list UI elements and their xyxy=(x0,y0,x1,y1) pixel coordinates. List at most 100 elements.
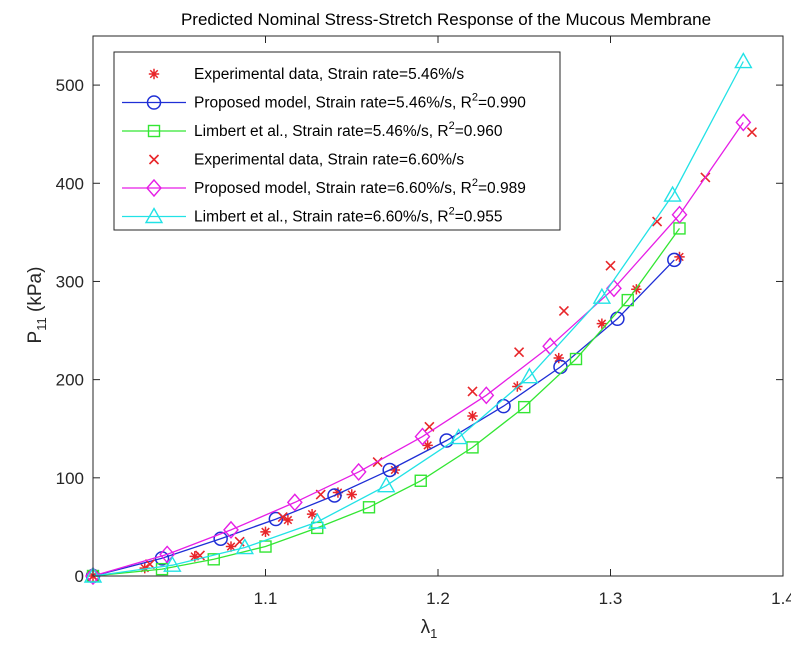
legend-entry-3: Limbert et al., Strain rate=5.46%/s, R2=… xyxy=(122,120,503,140)
series-5 xyxy=(85,113,752,586)
series-5-point xyxy=(223,520,239,539)
series-3-point xyxy=(414,474,427,487)
series-3-line xyxy=(92,228,681,577)
series-1-point xyxy=(189,551,200,562)
series-2-point xyxy=(213,531,228,546)
series-4-point xyxy=(467,386,478,397)
series-1-point xyxy=(467,410,478,422)
series-5-point xyxy=(159,545,176,564)
series-3-point xyxy=(466,441,479,454)
series-5-point xyxy=(414,427,431,446)
series-1-point xyxy=(225,541,237,552)
legend-marker xyxy=(146,178,162,198)
x-axis-label-subscript: 1 xyxy=(430,626,437,641)
series-2 xyxy=(85,252,682,584)
series-5-point xyxy=(286,493,303,512)
series-4-point xyxy=(746,127,758,138)
series-2-point xyxy=(667,252,682,268)
y-axis-label-subscript: 11 xyxy=(34,317,49,331)
series-1-point xyxy=(422,440,433,451)
legend-entry-5: Proposed model, Strain rate=6.60%/s, R2=… xyxy=(122,177,526,198)
legend-marker xyxy=(144,207,164,224)
legend-label: Proposed model, Strain rate=6.60%/s, R2=… xyxy=(194,177,526,197)
series-2-point xyxy=(327,488,342,503)
series-5-point xyxy=(671,205,688,224)
series-6 xyxy=(83,52,753,583)
series-4-point xyxy=(514,347,525,358)
series-5-point xyxy=(735,113,752,132)
y-tick-label: 0 xyxy=(75,567,84,586)
series-4-point xyxy=(234,536,245,547)
legend-entry-1: Experimental data, Strain rate=5.46%/s xyxy=(148,66,464,83)
y-tick-label: 400 xyxy=(56,174,84,193)
series-4-point xyxy=(277,512,288,523)
legend-marker xyxy=(147,124,161,138)
legend-label: Experimental data, Strain rate=6.60%/s xyxy=(194,152,464,169)
chart-title: Predicted Nominal Stress-Stretch Respons… xyxy=(181,10,711,29)
series-3-point xyxy=(155,562,169,576)
legend-label: Limbert et al., Strain rate=6.60%/s, R2=… xyxy=(194,206,503,226)
legend-box xyxy=(113,51,561,231)
x-tick-label: 1.3 xyxy=(599,589,623,608)
series-6-line xyxy=(92,61,744,577)
legend-label: Experimental data, Strain rate=5.46%/s xyxy=(194,66,464,83)
legend-entry-4: Experimental data, Strain rate=6.60%/s xyxy=(148,152,464,169)
series-2-point xyxy=(382,462,397,478)
series-6-point xyxy=(663,185,682,202)
series-1-point xyxy=(346,489,357,500)
series-3 xyxy=(86,222,686,583)
y-tick-label: 300 xyxy=(56,272,84,291)
series-1-point xyxy=(260,526,271,538)
x-tick-label: 1.4 xyxy=(771,589,791,608)
series-4-point xyxy=(605,260,616,271)
x-axis-label: λ1 xyxy=(421,617,438,641)
series-1-point xyxy=(553,352,564,364)
series-5-point xyxy=(350,462,367,481)
legend-label: Limbert et al., Strain rate=5.46%/s, R2=… xyxy=(194,120,503,140)
legend-entry-2: Proposed model, Strain rate=5.46%/s, R2=… xyxy=(122,92,526,112)
x-tick-label: 1.1 xyxy=(254,589,278,608)
series-1-point xyxy=(306,508,318,520)
y-axis-label: P11 (kPa) xyxy=(25,267,49,344)
series-1-point xyxy=(332,487,344,498)
series-1-point xyxy=(596,318,608,329)
axes: 1.1 1.2 1.3 1.4 0 100 200 300 400 500 xyxy=(56,35,791,608)
series-5-point xyxy=(478,386,495,405)
series-6-point xyxy=(592,287,612,304)
series-3-point xyxy=(362,501,376,514)
series-3-point xyxy=(207,553,220,566)
y-tick-label: 500 xyxy=(56,76,84,95)
series-1-point xyxy=(389,464,401,476)
y-tick-label: 200 xyxy=(56,371,84,390)
series-5-point xyxy=(85,566,101,586)
series-4-point xyxy=(652,216,663,227)
series-3-point xyxy=(259,540,272,553)
plot-area xyxy=(83,52,758,586)
series-3-point xyxy=(518,400,531,414)
legend-marker xyxy=(148,154,160,165)
legend-marker xyxy=(146,95,162,110)
series-6-point xyxy=(235,538,255,555)
series-6-point xyxy=(734,52,753,69)
series-6-point xyxy=(163,555,182,572)
series-2-line xyxy=(92,259,675,577)
y-tick-label: 100 xyxy=(56,469,84,488)
series-6-point xyxy=(308,512,327,529)
series-3-point xyxy=(621,293,634,307)
series-2-point xyxy=(268,511,284,527)
legend-label: Proposed model, Strain rate=5.46%/s, R2=… xyxy=(194,92,526,112)
series-3-point xyxy=(569,352,583,366)
series-4-point xyxy=(558,305,569,316)
legend-marker xyxy=(148,68,160,80)
series-6-point xyxy=(83,566,103,583)
series-6-point xyxy=(377,476,396,493)
legend-entry-6: Limbert et al., Strain rate=6.60%/s, R2=… xyxy=(122,206,503,226)
x-tick-label: 1.2 xyxy=(426,589,450,608)
series-1-point xyxy=(282,514,294,526)
y-axis-label-unit: (kPa) xyxy=(25,267,46,318)
series-5-line xyxy=(92,122,744,577)
series-6-point xyxy=(520,367,539,384)
series-6-point xyxy=(449,428,468,445)
legend: Experimental data, Strain rate=5.46%/s Pr… xyxy=(113,51,561,231)
